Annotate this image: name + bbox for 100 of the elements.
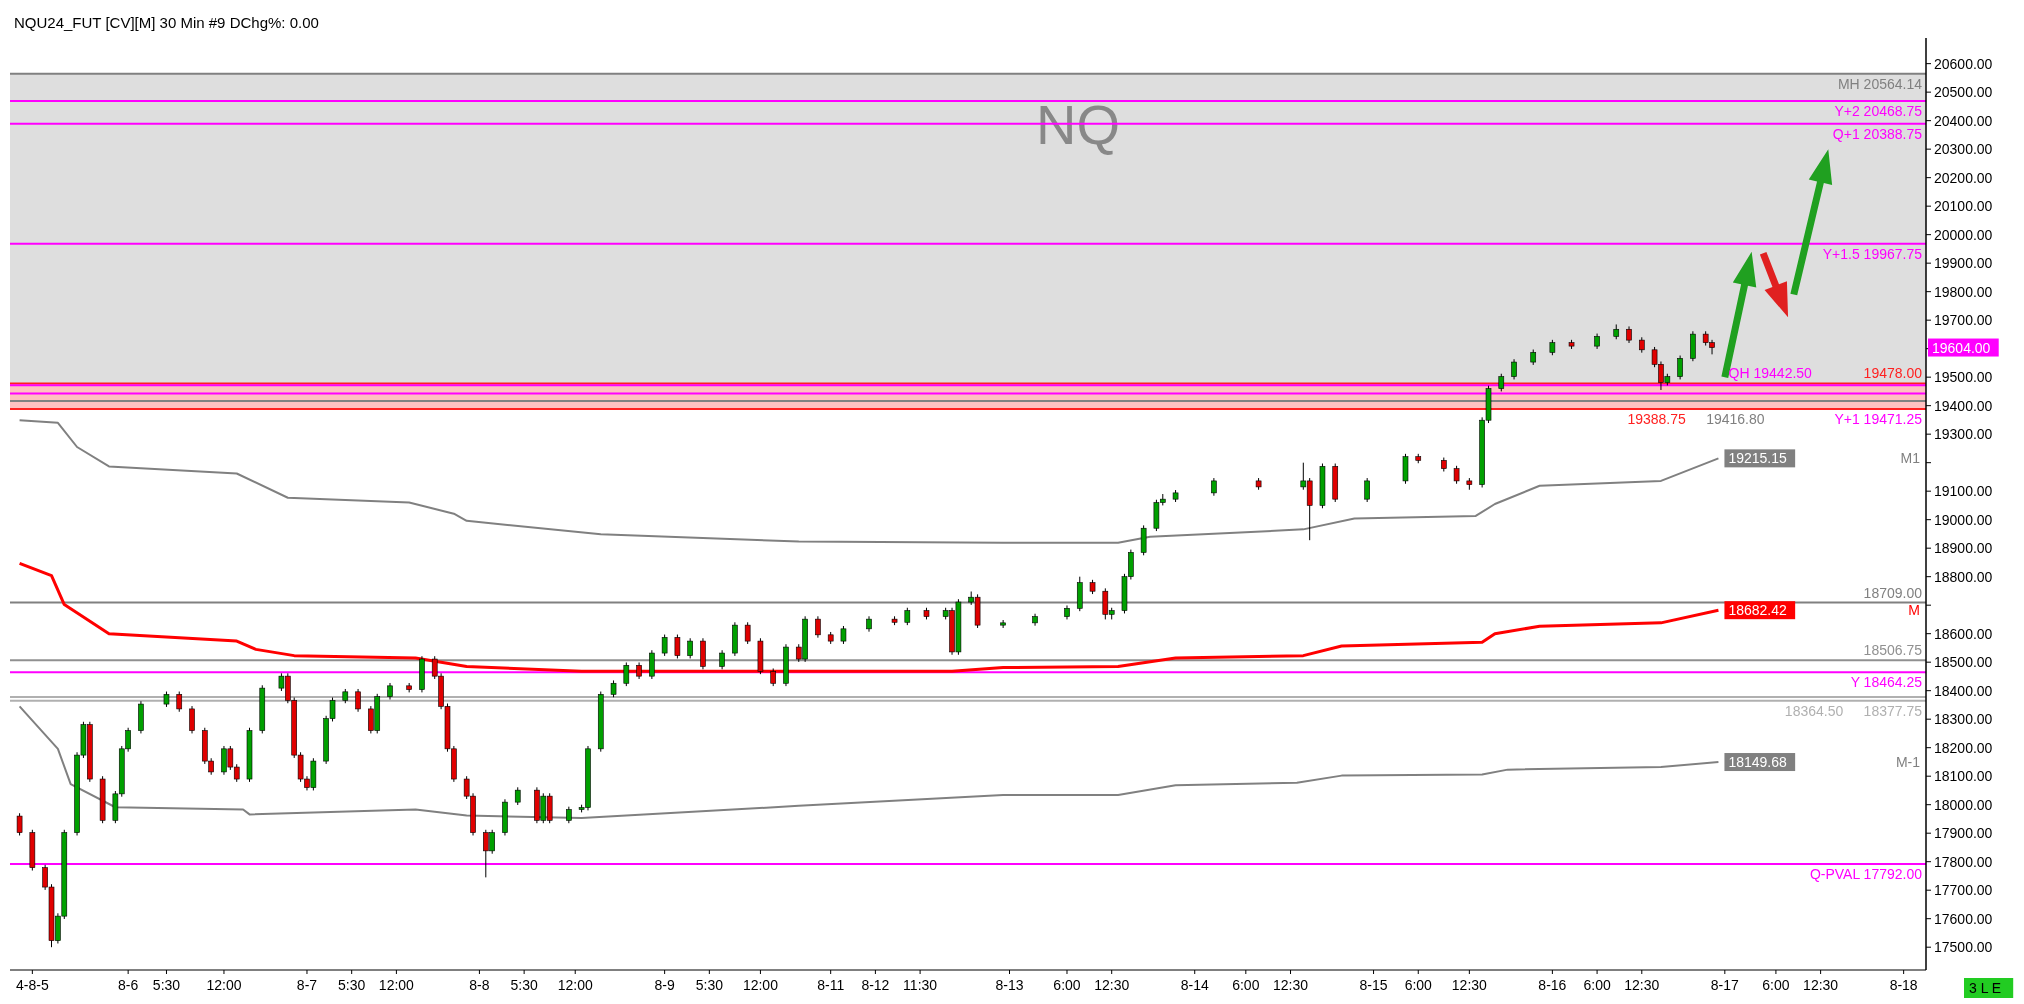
x-tick-label: 12:30 xyxy=(1624,977,1660,993)
x-tick-label: 12:30 xyxy=(1803,977,1839,993)
text: M xyxy=(1908,602,1920,619)
x-tick-label: 8-11 xyxy=(817,977,845,993)
ref-line-label: 18506.75 xyxy=(1863,642,1923,659)
y-tick-label: 18800.00 xyxy=(1934,568,1993,585)
candlestick xyxy=(16,812,23,836)
y-tick-label: 18200.00 xyxy=(1934,739,1993,756)
x-tick-label: 6:00 xyxy=(1583,977,1611,993)
text: 19604.00 xyxy=(1932,339,1991,356)
candlestick xyxy=(1511,358,1517,380)
y-tick-label: 20300.00 xyxy=(1934,141,1993,158)
x-tick-label: 8-18 xyxy=(1889,977,1918,993)
x-tick-label: 5:30 xyxy=(510,977,538,993)
y-tick-label: 18400.00 xyxy=(1934,682,1993,699)
text: 3 L E xyxy=(1969,980,2002,996)
ref-line-label: 18377.75 xyxy=(1863,702,1923,719)
x-tick-label: 8-14 xyxy=(1180,977,1209,993)
ref-line-label: 19416.80 xyxy=(1706,410,1765,427)
x-tick-label: 6:00 xyxy=(1404,977,1433,993)
x-tick-label: 5:30 xyxy=(338,977,366,993)
y-tick-label: 19400.00 xyxy=(1934,397,1993,414)
y-tick-label: 19800.00 xyxy=(1934,283,1993,300)
candlestick xyxy=(687,637,693,659)
candlestick xyxy=(189,705,195,734)
y-tick-label: 20100.00 xyxy=(1934,198,1993,215)
ref-line-label: MH 20564.14 xyxy=(1837,75,1923,92)
ref-line-label: 19388.75 xyxy=(1627,410,1687,427)
y-tick-label: 19700.00 xyxy=(1934,312,1993,329)
chart-title: NQU24_FUT [CV][M] 30 Min #9 DChg%: 0.00 xyxy=(14,14,319,31)
x-tick-label: 8-15 xyxy=(1359,977,1388,993)
ref-line-label: 18709.00 xyxy=(1863,584,1923,601)
candlestick xyxy=(649,649,655,680)
candlestick xyxy=(1000,619,1006,629)
x-tick-label: 6:00 xyxy=(1232,977,1260,993)
candlestick xyxy=(744,621,751,645)
y-tick-label: 18100.00 xyxy=(1934,768,1993,785)
y-tick-label: 17900.00 xyxy=(1934,825,1993,842)
x-tick-label: 12:00 xyxy=(557,977,593,993)
candlestick xyxy=(355,688,361,713)
candlestick xyxy=(719,649,725,670)
x-tick-label: 8-9 xyxy=(654,977,675,993)
x-tick-label: 8-7 xyxy=(296,977,318,993)
x-tick-label: 8-16 xyxy=(1538,977,1567,993)
ref-line-label: Y 18464.25 xyxy=(1850,674,1923,691)
y-tick-label: 19300.00 xyxy=(1934,426,1993,443)
candlestick xyxy=(1677,355,1683,380)
y-tick-label: 20600.00 xyxy=(1934,55,1993,72)
data-label: 18682.42 xyxy=(1728,602,1788,619)
y-tick-label: 18600.00 xyxy=(1934,625,1993,642)
candlestick xyxy=(661,634,668,657)
x-tick-label: 8-13 xyxy=(995,977,1024,993)
data-label: 18149.68 xyxy=(1728,754,1788,771)
y-tick-label: 17700.00 xyxy=(1934,882,1993,899)
x-tick-label: 8-6 xyxy=(118,977,139,993)
ref-line-label: 18364.50 xyxy=(1784,702,1844,719)
candlestick xyxy=(176,691,183,713)
y-tick-label: 17500.00 xyxy=(1934,939,1993,956)
ref-line-label: Q-PVAL 17792.00 xyxy=(1809,865,1923,882)
y-tick-label: 18900.00 xyxy=(1934,540,1993,557)
y-tick-label: 19100.00 xyxy=(1934,483,1993,500)
x-tick-label: 11:30 xyxy=(903,977,938,993)
x-tick-label: 8-12 xyxy=(861,977,890,993)
x-tick-label: 8-8 xyxy=(469,977,490,993)
y-tick-label: 20400.00 xyxy=(1934,112,1993,129)
text: M1 xyxy=(1900,450,1921,467)
ref-line-label: 19478.00 xyxy=(1863,365,1923,382)
x-tick-label: 12:30 xyxy=(1451,977,1488,993)
x-tick-label: 8-17 xyxy=(1710,977,1740,993)
x-tick-label: 6:00 xyxy=(1053,977,1081,993)
x-tick-label: 4-8-5 xyxy=(16,977,49,993)
text: M-1 xyxy=(1895,754,1921,771)
x-tick-label: 12:30 xyxy=(1273,977,1309,993)
y-tick-label: 20200.00 xyxy=(1934,169,1993,186)
x-tick-label: 6:00 xyxy=(1762,977,1790,993)
x-tick-label: 5:30 xyxy=(152,977,181,993)
x-tick-label: 12:00 xyxy=(206,977,242,993)
candlestick xyxy=(815,615,821,639)
ref-line-label: QH 19442.50 xyxy=(1728,365,1813,382)
y-tick-label: 20000.00 xyxy=(1934,226,1993,243)
data-label: 19215.15 xyxy=(1728,450,1788,467)
y-tick-label: 18300.00 xyxy=(1934,711,1993,728)
x-tick-label: 12:30 xyxy=(1094,977,1130,993)
ref-line-label: Y+1 19471.25 xyxy=(1834,410,1923,427)
x-tick-label: 12:00 xyxy=(378,977,415,993)
y-tick-label: 20500.00 xyxy=(1934,84,1993,101)
x-tick-label: 12:00 xyxy=(742,977,779,993)
line-series xyxy=(18,705,1720,820)
y-tick-label: 18500.00 xyxy=(1934,654,1993,671)
ref-line-label: Y+1.5 19967.75 xyxy=(1822,245,1923,262)
x-tick-label: 5:30 xyxy=(695,977,724,993)
y-tick-label: 19900.00 xyxy=(1934,255,1993,272)
candlestick xyxy=(623,661,630,687)
y-tick-label: 19000.00 xyxy=(1934,511,1993,528)
candlestick xyxy=(1364,477,1370,503)
ref-line-label: Q+1 20388.75 xyxy=(1832,125,1923,142)
y-tick-label: 17600.00 xyxy=(1934,910,1993,927)
y-tick-label: 19500.00 xyxy=(1934,369,1993,386)
ref-line-label: Y+2 20468.75 xyxy=(1834,103,1923,120)
y-tick-label: 18000.00 xyxy=(1934,796,1993,813)
